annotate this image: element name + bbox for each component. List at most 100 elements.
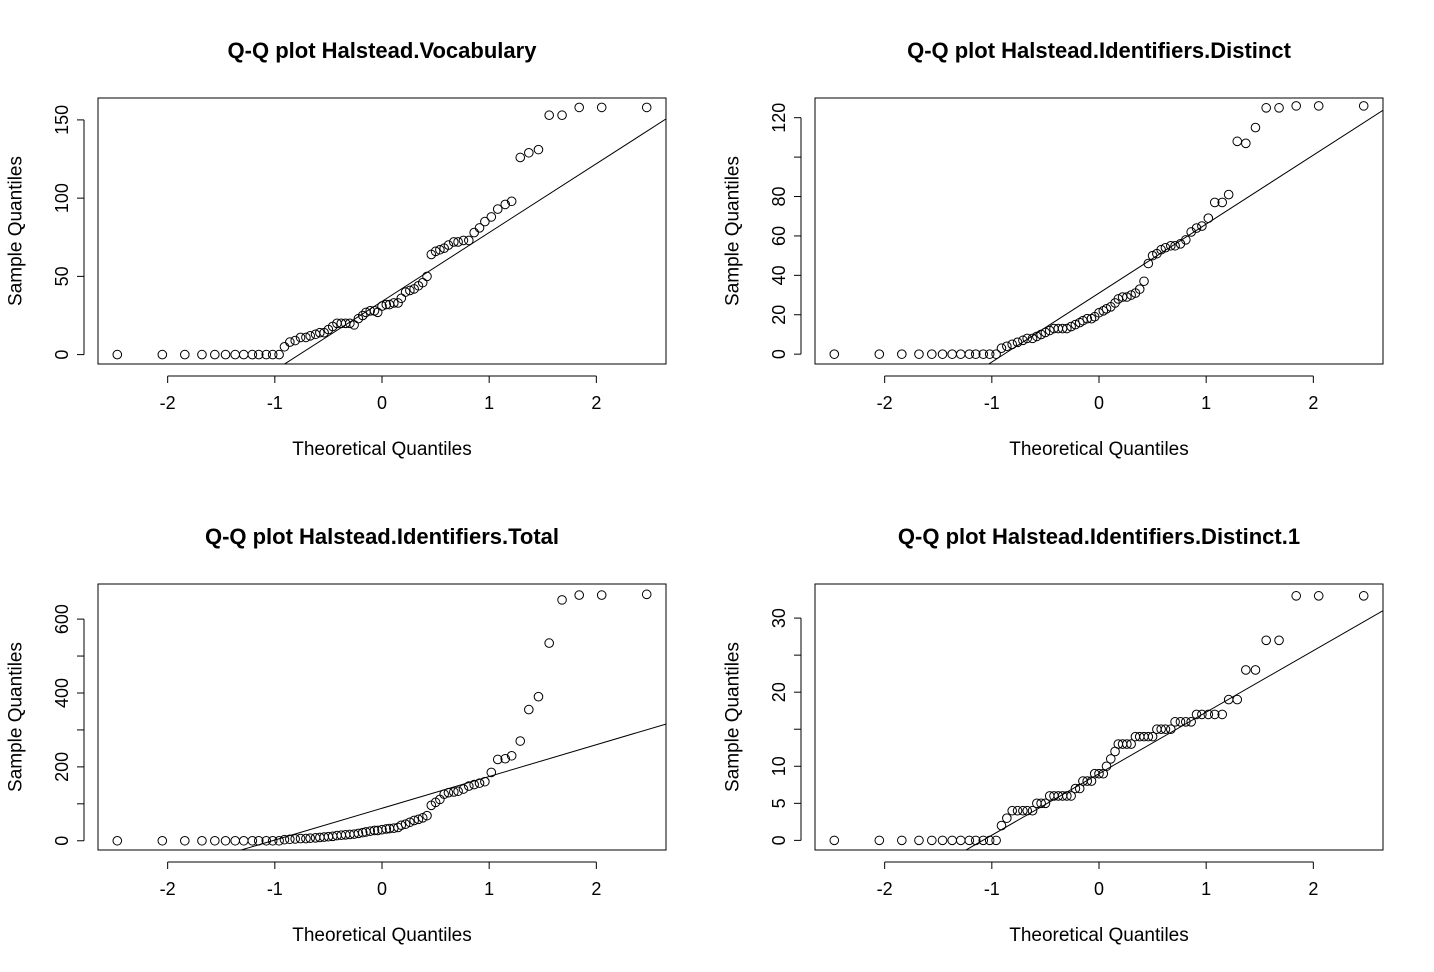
data-point (1147, 731, 1158, 742)
data-point (267, 349, 278, 360)
data-point (443, 240, 454, 250)
data-point (388, 298, 399, 308)
data-point (947, 349, 957, 359)
data-point (180, 349, 190, 360)
data-point (353, 828, 364, 839)
y-tick-label: 50 (52, 266, 72, 286)
data-point (1232, 694, 1243, 705)
data-point (1191, 223, 1202, 233)
data-point (220, 349, 231, 360)
data-point (345, 318, 355, 329)
y-tick-label: 0 (769, 349, 789, 359)
data-point (469, 779, 479, 790)
plot-frame (814, 97, 1384, 365)
qq-reference-line (239, 723, 666, 850)
data-point (1313, 591, 1324, 601)
data-point (1036, 329, 1046, 340)
x-tick-label: 1 (1201, 393, 1211, 413)
data-point (1209, 709, 1220, 720)
data-point (991, 349, 1001, 359)
data-point (1170, 717, 1180, 727)
x-tick-label: -2 (160, 393, 176, 413)
chart-title: Q-Q plot Halstead.Identifiers.Distinct.1 (898, 524, 1300, 549)
data-point (1002, 341, 1012, 352)
data-point (524, 147, 534, 158)
data-point (449, 237, 459, 247)
data-point (914, 349, 924, 359)
data-point (1181, 717, 1191, 727)
data-point (1261, 103, 1271, 113)
data-point (1291, 101, 1301, 111)
y-tick-label: 600 (52, 604, 72, 634)
data-point (1027, 333, 1038, 344)
data-point (574, 590, 584, 600)
data-point (1143, 731, 1154, 742)
data-point (1086, 313, 1097, 324)
x-tick-label: 2 (591, 879, 601, 899)
data-point (377, 824, 387, 835)
data-point (927, 835, 937, 846)
data-point (396, 820, 407, 831)
data-point (261, 835, 272, 846)
data-point (955, 349, 966, 359)
data-point (1074, 317, 1085, 328)
data-point (1022, 805, 1032, 816)
data-point (1062, 791, 1072, 801)
data-point (1241, 665, 1251, 675)
data-point (458, 784, 469, 794)
data-point (1007, 805, 1017, 816)
x-tick-label: -1 (984, 879, 1000, 899)
data-point (247, 835, 258, 846)
data-point (449, 787, 459, 797)
data-point (1143, 258, 1154, 269)
data-point (279, 834, 290, 845)
data-point (295, 332, 306, 343)
data-point (381, 299, 392, 310)
data-point (430, 246, 441, 257)
data-point (970, 835, 981, 846)
x-tick-label: 0 (1094, 393, 1104, 413)
x-tick-label: -1 (267, 879, 283, 899)
data-point (1022, 333, 1032, 344)
data-point (1197, 709, 1207, 720)
data-point (474, 223, 485, 233)
data-point (1094, 768, 1104, 779)
y-axis-label: Sample Quantiles (6, 642, 27, 792)
data-point (500, 753, 511, 764)
data-point (1250, 122, 1261, 133)
data-point (253, 349, 264, 360)
data-point (1036, 798, 1046, 809)
data-point (409, 815, 419, 826)
y-axis-label: Sample Quantiles (723, 156, 744, 306)
data-point (486, 212, 497, 222)
data-point (1101, 761, 1112, 772)
data-point (422, 810, 432, 821)
x-axis-label: Theoretical Quantiles (1009, 439, 1189, 460)
data-point (393, 298, 403, 308)
data-point (1181, 235, 1191, 245)
x-tick-label: -2 (877, 393, 893, 413)
data-point (400, 287, 411, 297)
data-point (1166, 240, 1176, 251)
data-point (524, 704, 534, 715)
data-point (274, 349, 284, 360)
data-point (984, 349, 995, 359)
data-point (1122, 292, 1132, 302)
data-point (1358, 101, 1369, 111)
data-point (829, 835, 840, 846)
data-point (253, 835, 264, 846)
data-point (112, 835, 123, 846)
data-point (1217, 709, 1228, 720)
data-point (964, 835, 975, 846)
data-point (422, 271, 432, 282)
data-point (641, 102, 652, 113)
x-axis-label: Theoretical Quantiles (292, 925, 472, 946)
data-point (413, 814, 424, 825)
qq-panel-1: Q-Q plot Halstead.Vocabulary -2 -1 0 1 2 0 50 10… (6, 38, 667, 460)
chart-title: Q-Q plot Halstead.Identifiers.Total (205, 524, 559, 549)
data-point (1166, 724, 1176, 735)
data-point (369, 825, 380, 836)
data-point (996, 343, 1007, 354)
data-point (947, 835, 957, 846)
data-point (247, 349, 258, 360)
